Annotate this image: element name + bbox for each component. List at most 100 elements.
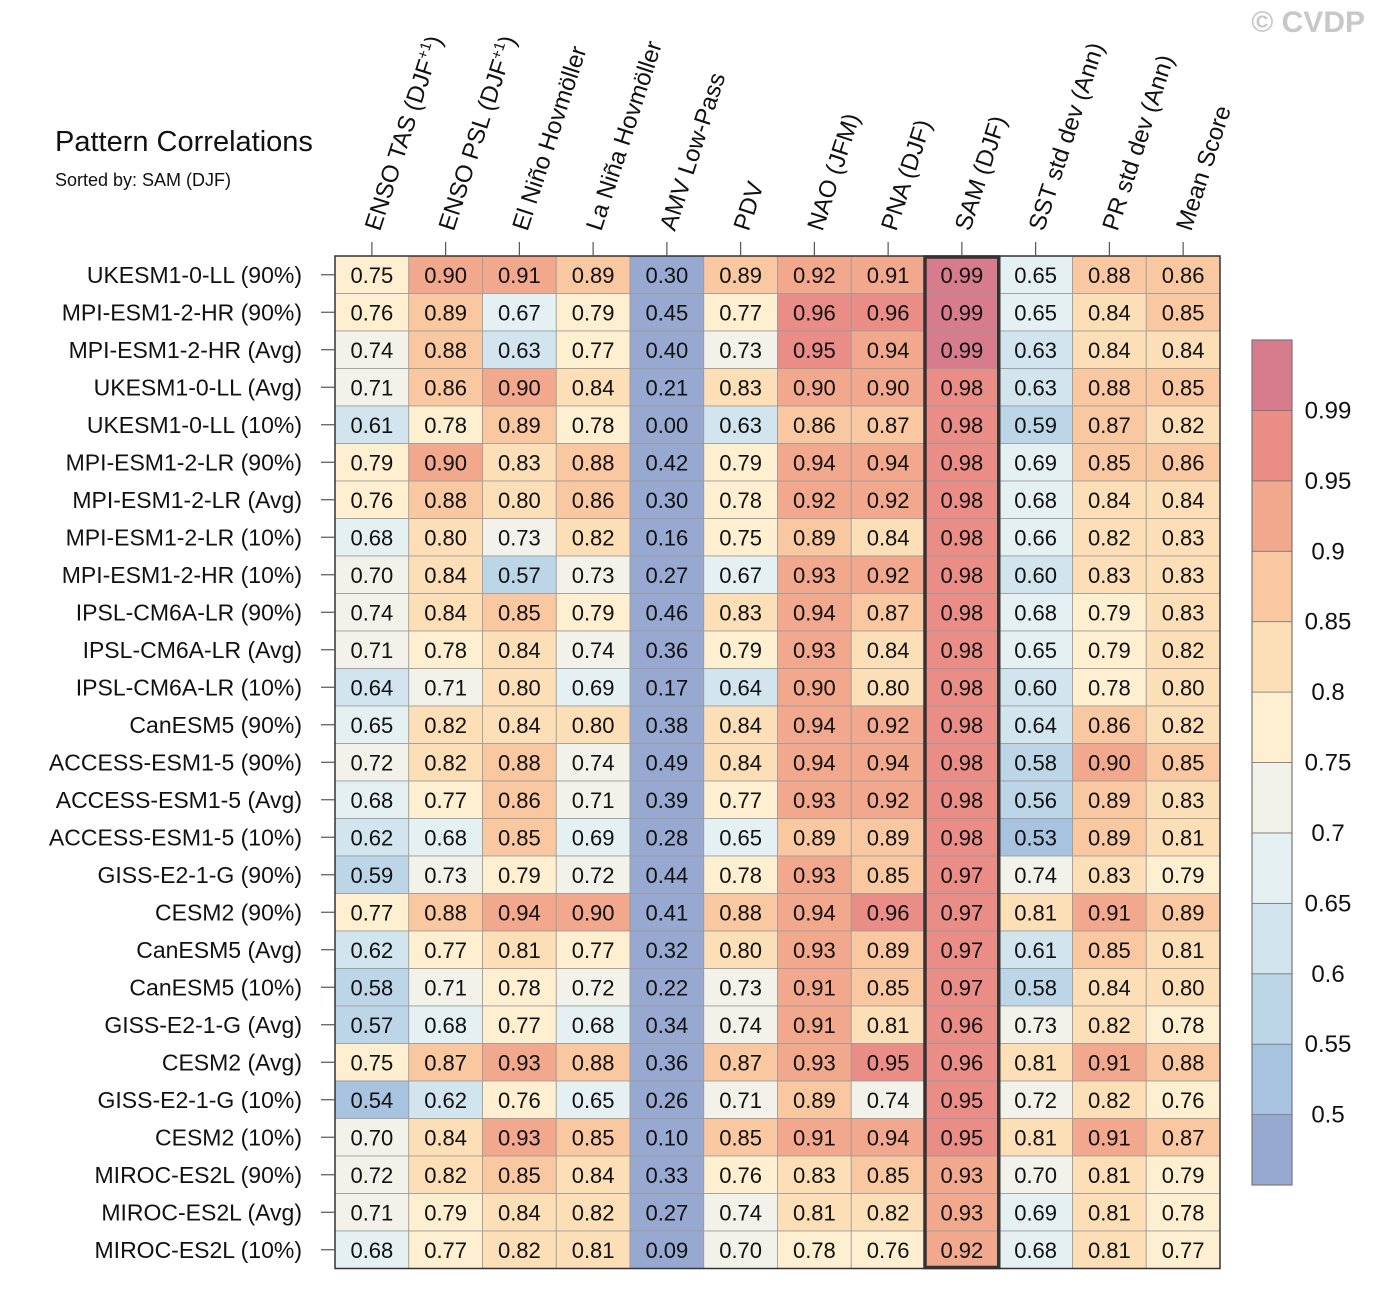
cell-r17-c3 xyxy=(555,893,631,932)
cell-value: 0.82 xyxy=(1088,1013,1131,1038)
cell-value: 0.94 xyxy=(867,450,910,475)
cell-r9-c9 xyxy=(998,593,1073,632)
cell-value: 0.41 xyxy=(645,900,688,925)
cell-r24-c0 xyxy=(334,1155,410,1194)
cell-r10-c0 xyxy=(334,630,410,669)
cell-value: 0.75 xyxy=(350,1050,393,1075)
cell-value: 0.92 xyxy=(867,488,910,513)
cell-r19-c1 xyxy=(408,968,483,1007)
colorbar-segment xyxy=(1251,550,1293,623)
cell-value: 0.68 xyxy=(1014,1238,1057,1263)
cell-value: 0.86 xyxy=(793,413,836,438)
cell-r14-c10 xyxy=(1072,780,1147,819)
cell-value: 0.85 xyxy=(498,825,541,850)
colorbar-tick-label: 0.6 xyxy=(1311,961,1344,988)
cell-r22-c7 xyxy=(850,1080,926,1119)
cell-r15-c7 xyxy=(850,818,926,857)
cell-value: 0.98 xyxy=(940,488,983,513)
cell-r12-c6 xyxy=(777,705,852,744)
cell-value: 0.84 xyxy=(1088,338,1131,363)
cell-r20-c6 xyxy=(777,1005,852,1044)
cell-value: 0.67 xyxy=(498,300,541,325)
cell-value: 0.71 xyxy=(350,638,393,663)
cell-r5-c9 xyxy=(998,443,1073,482)
cell-value: 0.68 xyxy=(424,825,467,850)
cell-value: 0.81 xyxy=(572,1238,615,1263)
cell-r3-c5 xyxy=(703,368,778,407)
cell-value: 0.76 xyxy=(498,1088,541,1113)
cell-value: 0.65 xyxy=(1014,263,1057,288)
colorbar-tick-label: 0.55 xyxy=(1305,1031,1352,1058)
cell-value: 0.84 xyxy=(1088,975,1131,1000)
row-label-cesm2-90: CESM2 (90%) xyxy=(155,899,302,925)
cell-value: 0.87 xyxy=(1088,413,1131,438)
cell-value: 0.65 xyxy=(350,713,393,738)
column-label-sam-djf: SAM (DJF) xyxy=(950,113,1012,234)
cell-value: 0.62 xyxy=(350,825,393,850)
cell-value: 0.58 xyxy=(1014,750,1057,775)
cell-value: 0.62 xyxy=(424,1088,467,1113)
cell-value: 0.81 xyxy=(498,938,541,963)
cell-r0-c3 xyxy=(555,255,631,294)
cell-r8-c2 xyxy=(482,555,557,594)
cell-value: 0.64 xyxy=(1014,713,1057,738)
cell-value: 0.88 xyxy=(1162,1050,1205,1075)
cell-value: 0.34 xyxy=(645,1013,688,1038)
cell-value: 0.94 xyxy=(793,600,836,625)
cell-r2-c11 xyxy=(1145,330,1221,369)
cell-value: 0.86 xyxy=(498,788,541,813)
cell-r21-c6 xyxy=(777,1043,852,1082)
cell-r23-c7 xyxy=(850,1118,926,1157)
cell-r26-c3 xyxy=(555,1230,631,1269)
cell-value: 0.81 xyxy=(867,1013,910,1038)
cell-r16-c6 xyxy=(777,855,852,894)
cell-r13-c6 xyxy=(777,743,852,782)
cell-value: 0.81 xyxy=(1088,1238,1131,1263)
cell-value: 0.33 xyxy=(645,1163,688,1188)
cell-value: 0.16 xyxy=(645,525,688,550)
cell-r8-c7 xyxy=(850,555,926,594)
cell-value: 0.38 xyxy=(645,713,688,738)
cell-value: 0.91 xyxy=(1088,1050,1131,1075)
cell-value: 0.89 xyxy=(424,300,467,325)
cell-r10-c1 xyxy=(408,630,483,669)
cell-value: 0.78 xyxy=(572,413,615,438)
cell-value: 0.09 xyxy=(645,1238,688,1263)
cell-value: 0.85 xyxy=(1162,750,1205,775)
cell-value: 0.81 xyxy=(1162,938,1205,963)
cell-value: 0.92 xyxy=(867,713,910,738)
cell-r5-c0 xyxy=(334,443,410,482)
cell-value: 0.65 xyxy=(1014,300,1057,325)
row-label-cesm2-avg: CESM2 (Avg) xyxy=(162,1049,302,1075)
cell-value: 0.69 xyxy=(1014,450,1057,475)
cell-r12-c9 xyxy=(998,705,1073,744)
column-label-sst-std-dev-ann: SST std dev (Ann) xyxy=(1024,39,1110,233)
cell-value: 0.94 xyxy=(867,338,910,363)
cell-value: 0.93 xyxy=(793,788,836,813)
cell-value: 0.66 xyxy=(1014,525,1057,550)
cell-value: 0.59 xyxy=(350,863,393,888)
cell-value: 0.85 xyxy=(572,1125,615,1150)
cell-r24-c8 xyxy=(924,1155,1000,1194)
cell-r12-c1 xyxy=(408,705,483,744)
cell-r14-c6 xyxy=(777,780,852,819)
cell-value: 0.89 xyxy=(1088,788,1131,813)
cell-r7-c11 xyxy=(1145,518,1221,557)
cell-value: 0.68 xyxy=(350,525,393,550)
cell-value: 0.67 xyxy=(719,563,762,588)
cell-r6-c2 xyxy=(482,480,557,519)
cell-r21-c11 xyxy=(1145,1043,1221,1082)
cell-r13-c4 xyxy=(629,743,705,782)
cell-r9-c3 xyxy=(555,593,631,632)
cell-r6-c1 xyxy=(408,480,483,519)
cell-r24-c11 xyxy=(1145,1155,1221,1194)
cell-value: 0.94 xyxy=(793,450,836,475)
row-label-canesm5-avg: CanESM5 (Avg) xyxy=(136,937,302,963)
cell-r0-c11 xyxy=(1145,255,1221,294)
row-label-mpi-esm1-2-lr-avg: MPI-ESM1-2-LR (Avg) xyxy=(72,487,302,513)
cell-value: 0.97 xyxy=(940,975,983,1000)
cell-r2-c6 xyxy=(777,330,852,369)
cell-r2-c0 xyxy=(334,330,410,369)
column-labels-layer: ENSO TAS (DJF+1)ENSO PSL (DJF+1)El Niño … xyxy=(359,32,1237,256)
